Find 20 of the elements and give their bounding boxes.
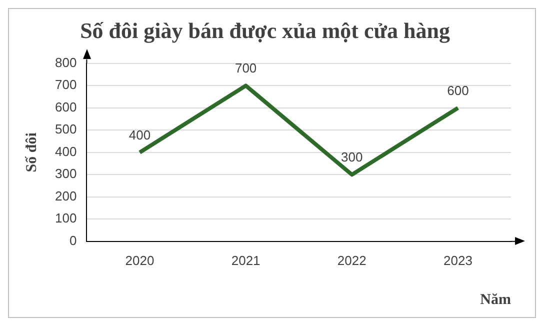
y-tick-label: 100 — [54, 210, 77, 226]
data-label: 600 — [447, 82, 469, 98]
data-label: 700 — [234, 60, 257, 76]
y-tick-label: 600 — [54, 99, 77, 114]
x-axis-title: Năm — [480, 292, 512, 308]
y-tick-label: 800 — [54, 54, 77, 70]
y-tick-label: 200 — [54, 188, 77, 204]
x-tick-label: 2022 — [337, 252, 366, 268]
chart-title: Số đôi giày bán được xủa một cửa hàng — [80, 18, 450, 43]
y-tick-label: 700 — [54, 77, 77, 92]
x-tick-label: 2020 — [125, 252, 154, 268]
y-tick-label: 400 — [54, 144, 77, 159]
y-axis-title: Số đôi — [24, 132, 40, 172]
y-tick-label: 300 — [54, 166, 77, 182]
x-tick-label: 2023 — [444, 252, 472, 268]
data-label: 300 — [341, 150, 363, 165]
y-tick-label: 500 — [54, 122, 77, 137]
y-tick-label: 0 — [69, 232, 77, 248]
data-label: 400 — [128, 127, 151, 142]
x-tick-label: 2021 — [231, 252, 260, 268]
